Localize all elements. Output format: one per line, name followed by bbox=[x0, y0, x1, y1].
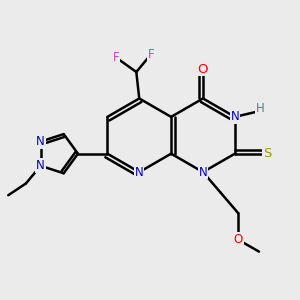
Text: N: N bbox=[135, 166, 144, 178]
Text: H: H bbox=[256, 101, 264, 115]
Text: O: O bbox=[198, 62, 208, 76]
Text: F: F bbox=[148, 48, 154, 61]
Text: O: O bbox=[234, 233, 243, 246]
Text: N: N bbox=[230, 110, 239, 123]
Text: F: F bbox=[112, 51, 119, 64]
Text: S: S bbox=[263, 147, 272, 160]
Text: N: N bbox=[36, 135, 45, 148]
Text: N: N bbox=[36, 159, 45, 172]
Text: N: N bbox=[199, 166, 207, 178]
